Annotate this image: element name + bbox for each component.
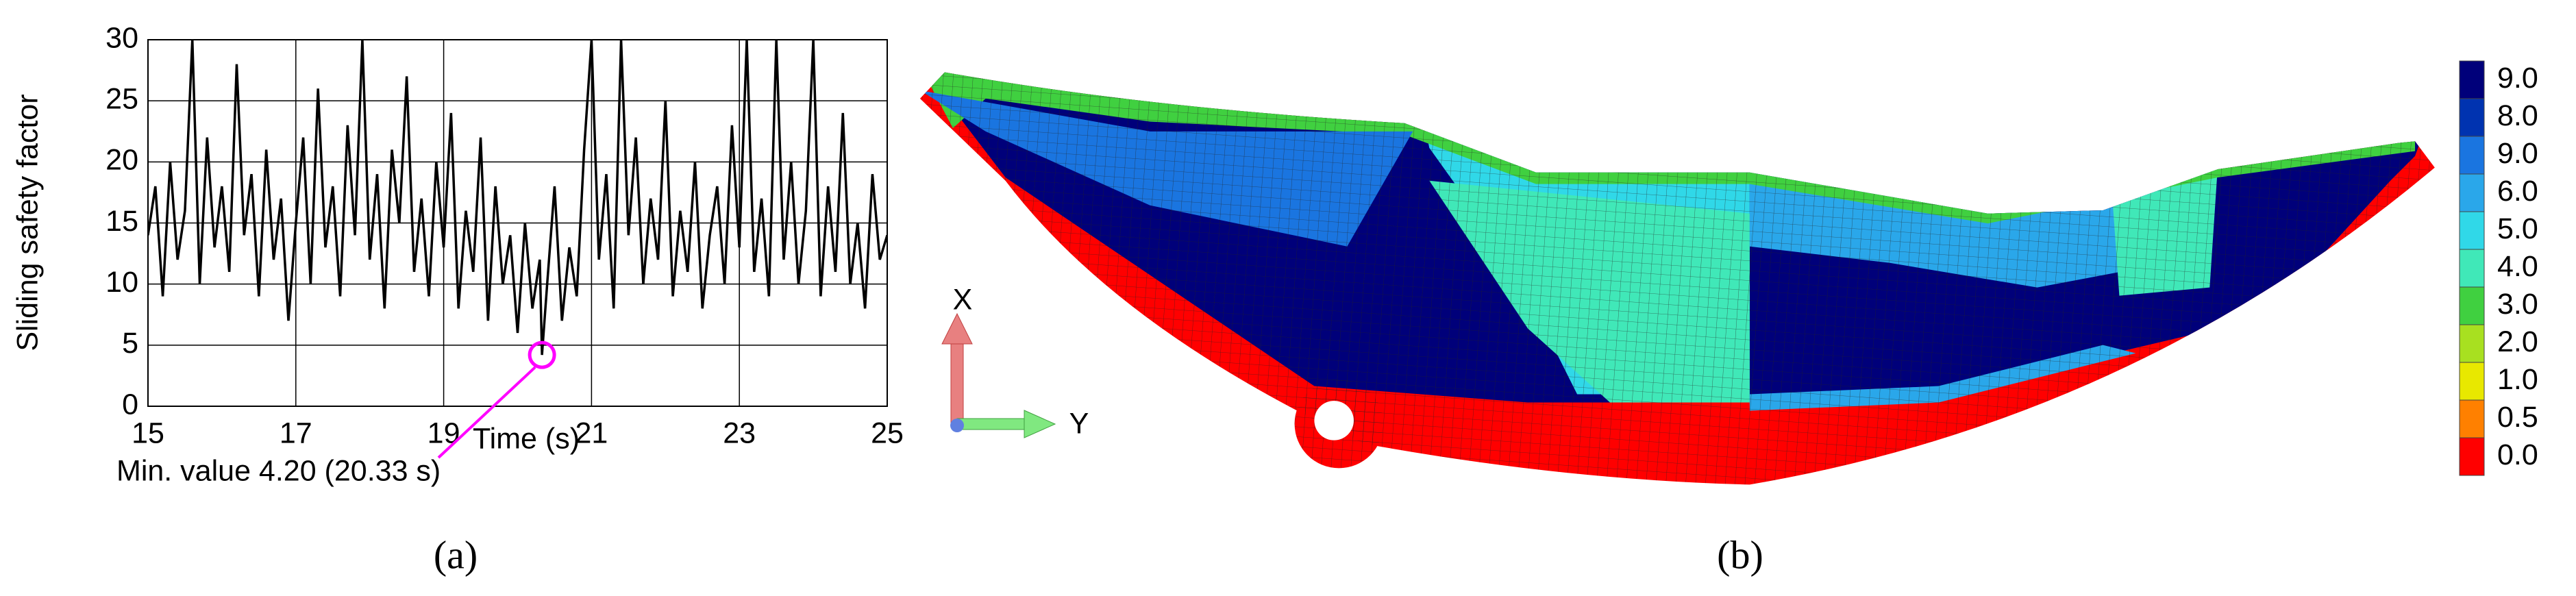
y-axis-name: Y [1069, 407, 1089, 440]
colorbar-swatch [2459, 211, 2485, 250]
y-tick-label: 25 [106, 83, 138, 116]
y-tick-label: 5 [122, 327, 138, 360]
x-axis-name: X [953, 283, 973, 316]
colorbar-swatch [2459, 286, 2485, 325]
colorbar-label: 8.0 [2497, 99, 2538, 132]
mesh-grid [919, 72, 2435, 485]
line-series [148, 40, 887, 356]
triad-origin [950, 419, 964, 432]
colorbar-swatch [2459, 249, 2485, 288]
plot-frame [147, 39, 888, 407]
x-tick-label: 19 [428, 417, 460, 449]
x-axis-label: Time (s) [473, 422, 580, 455]
colorbar: 9.0 8.0 9.0 6.0 5.0 4.0 3.0 2.0 1.0 0.5 0.0 [2459, 60, 2538, 476]
line-chart: 0 5 10 15 20 25 30 15 17 19 21 23 25 [106, 21, 904, 459]
colorbar-swatch [2459, 324, 2485, 363]
colorbar-label: 0.0 [2497, 438, 2538, 471]
panel-label: (a) [434, 532, 478, 577]
y-tick-label: 20 [106, 144, 138, 177]
colorbar-swatch [2459, 173, 2485, 212]
y-tick-label: 30 [106, 21, 138, 54]
x-tick-label: 23 [723, 417, 756, 449]
x-arrow-shaft [950, 342, 964, 424]
y-tick-label: 10 [106, 266, 138, 299]
x-tick-label: 17 [280, 417, 312, 449]
colorbar-swatch [2459, 437, 2485, 476]
annotation: Min. value 4.20 (20.33 s) [116, 454, 441, 487]
colorbar-swatch [2459, 60, 2485, 99]
min-marker [528, 340, 556, 369]
colorbar-label: 2.0 [2497, 325, 2538, 358]
colorbar-swatch [2459, 362, 2485, 401]
y-arrow-head [1024, 410, 1056, 438]
colorbar-label: 9.0 [2497, 137, 2538, 170]
colorbar-swatch [2459, 98, 2485, 137]
x-arrow-head [941, 312, 973, 345]
colorbar-label: 1.0 [2497, 363, 2538, 396]
colorbar-swatch [2459, 136, 2485, 175]
colorbar-label: 5.0 [2497, 212, 2538, 245]
colorbar-label: 0.5 [2497, 401, 2538, 434]
colorbar-label: 3.0 [2497, 288, 2538, 321]
y-tick-label: 15 [106, 205, 138, 238]
annotation-leader [437, 366, 536, 459]
colorbar-label: 4.0 [2497, 250, 2538, 283]
anchor-hole-slot [1326, 420, 1343, 431]
y-axis-label: Sliding safety factor [11, 94, 44, 351]
y-arrow-shaft [956, 418, 1026, 430]
y-tick-label: 0 [122, 388, 138, 421]
panel-label: (b) [1717, 532, 1763, 577]
contour-mesh [919, 72, 2435, 485]
colorbar-label: 9.0 [2497, 62, 2538, 95]
colorbar-label: 6.0 [2497, 175, 2538, 208]
axis-triad: X Y [941, 283, 1089, 440]
x-tick-label: 25 [871, 417, 904, 449]
x-tick-label: 21 [575, 417, 608, 449]
x-tick-label: 15 [132, 417, 164, 449]
colorbar-swatch [2459, 399, 2485, 438]
